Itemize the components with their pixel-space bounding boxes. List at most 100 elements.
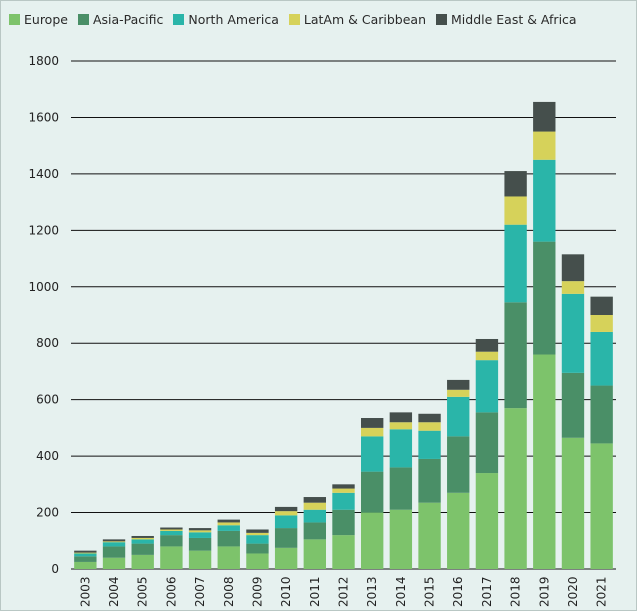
bar-2006-asia-pacific — [160, 535, 183, 547]
bar-2013-asia-pacific — [360, 471, 384, 513]
bar-2010-north-america — [274, 515, 298, 529]
bar-2015-north-america — [418, 430, 441, 459]
bar-2009-middle-east-africa — [246, 529, 269, 533]
bar-2018-europe — [504, 408, 527, 569]
legend-label-middle-east-africa: Middle East & Africa — [451, 11, 577, 27]
bar-2017-europe — [475, 473, 499, 569]
bar-2015-asia-pacific — [418, 458, 441, 503]
legend-swatch-north-america — [173, 13, 185, 25]
x-tick-label-2018: 2018 — [509, 576, 523, 607]
bar-2007-europe — [188, 550, 212, 569]
legend-item-asia-pacific: Asia-Pacific — [77, 12, 163, 27]
bar-2011-middle-east-africa — [303, 497, 327, 503]
x-tick-label-2014: 2014 — [394, 576, 408, 607]
bar-2014-asia-pacific — [389, 467, 413, 510]
bar-2006-latam-caribbean — [160, 529, 183, 531]
x-tick-label-2020: 2020 — [566, 576, 580, 607]
bar-2020-asia-pacific — [561, 372, 585, 438]
bar-2010-europe — [274, 547, 298, 569]
bar-2016-asia-pacific — [447, 436, 470, 493]
bar-2012-north-america — [332, 492, 355, 510]
bar-2003-north-america — [74, 553, 97, 557]
bar-2013-north-america — [360, 436, 384, 472]
bar-2008-europe — [217, 546, 240, 569]
x-tick-label-2006: 2006 — [164, 576, 178, 607]
x-tick-label-2008: 2008 — [222, 576, 236, 607]
bar-2003-latam-caribbean — [74, 552, 97, 554]
y-tick-label-1000: 1000 — [28, 280, 59, 294]
bar-2012-middle-east-africa — [332, 484, 355, 489]
bar-2019-latam-caribbean — [533, 131, 556, 160]
bar-2020-latam-caribbean — [561, 281, 585, 294]
bar-2019-middle-east-africa — [533, 101, 556, 132]
bar-2016-middle-east-africa — [447, 379, 470, 390]
bar-2008-middle-east-africa — [217, 519, 240, 523]
x-tick-label-2021: 2021 — [595, 576, 609, 607]
y-tick-label-1800: 1800 — [28, 54, 59, 68]
bar-2005-middle-east-africa — [131, 535, 154, 538]
bar-2011-latam-caribbean — [303, 502, 327, 510]
bar-2019-asia-pacific — [533, 241, 556, 355]
legend-swatch-asia-pacific — [77, 13, 89, 25]
bar-2019-north-america — [533, 159, 556, 242]
legend-swatch-latam-caribbean — [288, 13, 300, 25]
bar-2016-latam-caribbean — [447, 389, 470, 397]
y-tick-label-600: 600 — [36, 393, 59, 407]
bar-2021-middle-east-africa — [590, 296, 613, 315]
x-tick-label-2015: 2015 — [423, 576, 437, 607]
x-tick-label-2009: 2009 — [250, 576, 264, 607]
bar-2007-latam-caribbean — [188, 530, 212, 533]
x-tick-label-2013: 2013 — [365, 576, 379, 607]
bar-2004-europe — [102, 557, 126, 569]
y-tick-label-400: 400 — [36, 449, 59, 463]
legend-item-europe: Europe — [9, 12, 68, 27]
bar-2018-asia-pacific — [504, 302, 527, 409]
bar-2007-north-america — [188, 532, 212, 538]
x-tick-label-2005: 2005 — [136, 576, 150, 607]
bar-2021-latam-caribbean — [590, 315, 613, 332]
bar-2015-middle-east-africa — [418, 413, 441, 423]
x-tick-label-2012: 2012 — [337, 576, 351, 607]
x-tick-label-2016: 2016 — [451, 576, 465, 607]
bar-2021-north-america — [590, 331, 613, 386]
bar-2020-north-america — [561, 293, 585, 373]
y-tick-label-200: 200 — [36, 506, 59, 520]
bar-2011-north-america — [303, 509, 327, 523]
bar-2010-latam-caribbean — [274, 511, 298, 516]
bar-2018-latam-caribbean — [504, 196, 527, 225]
bar-2020-europe — [561, 437, 585, 569]
y-tick-label-800: 800 — [36, 336, 59, 350]
bar-2008-north-america — [217, 525, 240, 531]
bar-2013-europe — [360, 512, 384, 569]
x-tick-label-2011: 2011 — [308, 576, 322, 607]
bar-2017-asia-pacific — [475, 412, 499, 474]
legend: Europe Asia-Pacific North America LatAm … — [9, 9, 577, 29]
bar-2010-middle-east-africa — [274, 506, 298, 512]
bar-2005-north-america — [131, 539, 154, 544]
bar-2007-asia-pacific — [188, 537, 212, 551]
bar-2012-asia-pacific — [332, 509, 355, 536]
bar-2003-europe — [74, 561, 97, 569]
bar-2016-europe — [447, 492, 470, 569]
bar-2013-latam-caribbean — [360, 427, 384, 437]
bar-2005-europe — [131, 554, 154, 569]
bar-2005-latam-caribbean — [131, 537, 154, 540]
bar-2016-north-america — [447, 396, 470, 437]
bar-2019-europe — [533, 354, 556, 569]
x-tick-label-2010: 2010 — [279, 576, 293, 607]
bar-2009-europe — [246, 553, 269, 569]
bar-2009-north-america — [246, 535, 269, 544]
bar-2006-europe — [160, 546, 183, 569]
bar-2015-latam-caribbean — [418, 422, 441, 431]
bar-2021-asia-pacific — [590, 385, 613, 444]
bar-2018-north-america — [504, 224, 527, 303]
x-tick-label-2003: 2003 — [78, 576, 92, 607]
legend-swatch-europe — [9, 13, 20, 25]
bar-2009-asia-pacific — [246, 543, 269, 554]
bar-2012-europe — [332, 535, 355, 569]
y-tick-label-1400: 1400 — [28, 167, 59, 181]
bar-2004-north-america — [102, 542, 126, 547]
y-tick-label-0: 0 — [51, 562, 59, 576]
bar-2007-middle-east-africa — [188, 528, 212, 531]
